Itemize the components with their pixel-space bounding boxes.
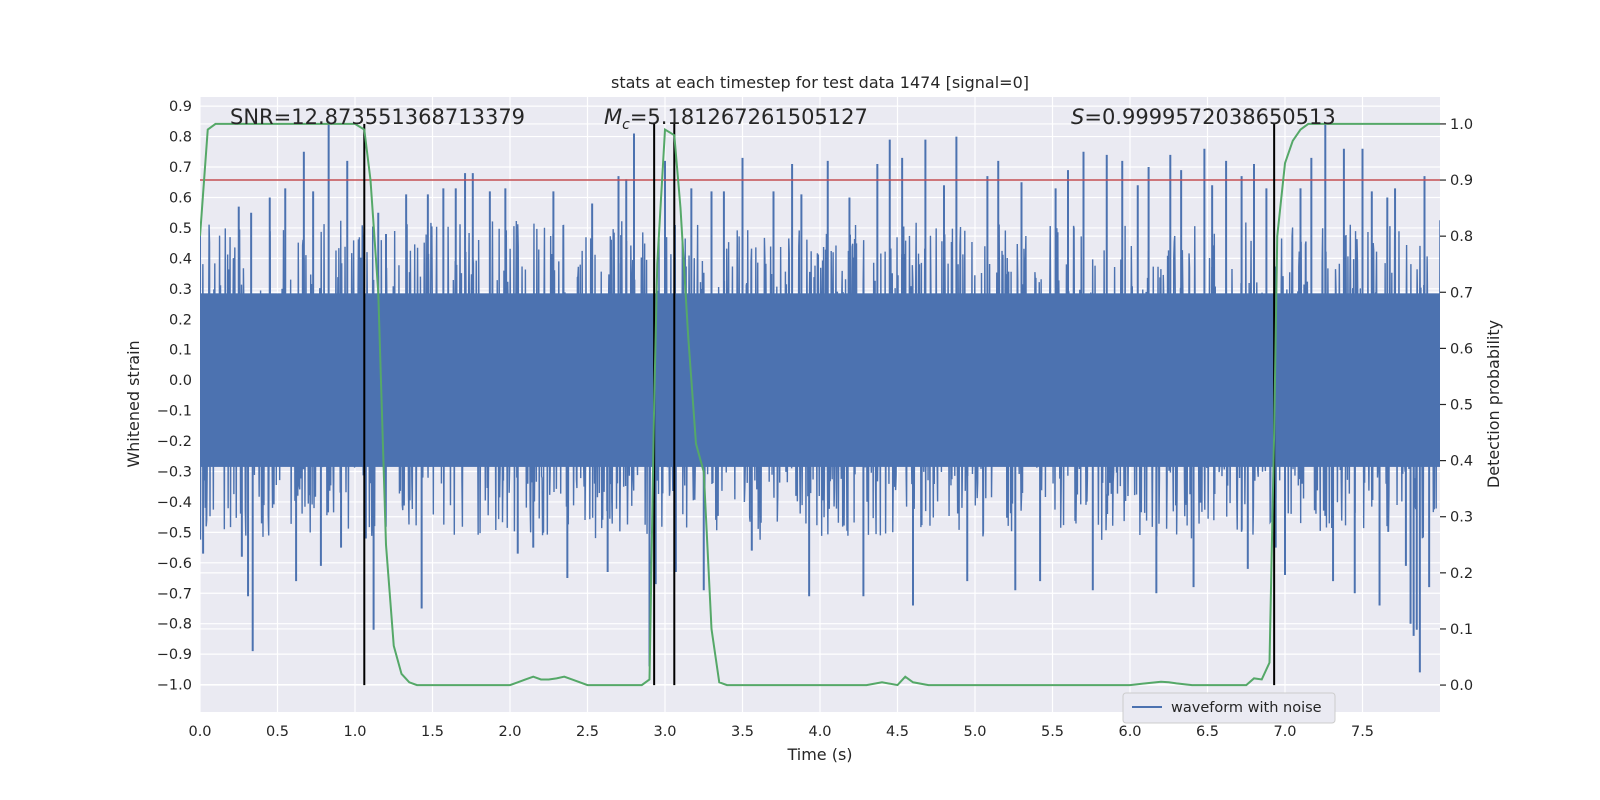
y-tick-label-right: 0.3 bbox=[1450, 510, 1473, 526]
y-tick-label-left: −0.8 bbox=[157, 617, 192, 633]
y-tick-label-left: −0.5 bbox=[157, 525, 192, 541]
y-tick-label-left: −0.6 bbox=[157, 556, 192, 572]
x-tick-label: 1.5 bbox=[421, 724, 444, 740]
snr-annotation: SNR=12.873551368713379 bbox=[230, 105, 525, 129]
y-tick-label-left: 0.5 bbox=[169, 221, 192, 237]
y-tick-label-left: −0.4 bbox=[157, 495, 192, 511]
legend: waveform with noise bbox=[1122, 692, 1336, 724]
y-tick-label-right: 0.7 bbox=[1450, 285, 1473, 301]
legend-label: waveform with noise bbox=[1171, 700, 1322, 716]
y-axis-label-right: Detection probability bbox=[1484, 320, 1503, 488]
x-tick-label: 3.0 bbox=[653, 724, 676, 740]
y-tick-label-left: −1.0 bbox=[157, 678, 192, 694]
y-tick-label-left: 0.9 bbox=[169, 99, 192, 115]
left-tick-labels: 0.9 0.8 0.7 0.6 0.5 0.4 0.3 0.2 0.1 0.0 −0.1 −0.2 −0… bbox=[157, 99, 192, 693]
y-tick-label-left: 0.3 bbox=[169, 282, 192, 298]
s-symbol: S bbox=[1071, 105, 1084, 129]
s-value: =0.9999572038650513 bbox=[1084, 105, 1335, 129]
waveform-series bbox=[200, 121, 1440, 673]
chart-title: stats at each timestep for test data 147… bbox=[611, 73, 1029, 92]
x-tick-label: 7.0 bbox=[1273, 724, 1296, 740]
y-tick-label-left: −0.3 bbox=[157, 464, 192, 480]
x-tick-labels: 0.0 0.5 1.0 1.5 2.0 2.5 3.0 3.5 4.0 4.5 5.0 5.5 6.0 6… bbox=[188, 724, 1374, 740]
chirp-mass-symbol: M bbox=[604, 105, 622, 129]
y-tick-label-right: 0.9 bbox=[1450, 173, 1473, 189]
y-tick-label-left: 0.6 bbox=[169, 190, 192, 206]
y-tick-label-right: 1.0 bbox=[1450, 117, 1473, 133]
detection-probability-line bbox=[200, 122, 1440, 687]
x-tick-label: 2.0 bbox=[498, 724, 521, 740]
y-tick-label-right: 0.6 bbox=[1450, 341, 1473, 357]
y-tick-label-left: 0.4 bbox=[169, 251, 192, 267]
x-tick-label: 5.0 bbox=[963, 724, 986, 740]
overlays bbox=[200, 122, 1440, 687]
y-tick-label-left: 0.2 bbox=[169, 312, 192, 328]
x-tick-label: 0.0 bbox=[188, 724, 211, 740]
x-tick-label: 5.5 bbox=[1041, 724, 1064, 740]
y-tick-label-right: 0.1 bbox=[1450, 622, 1473, 638]
x-tick-label: 0.5 bbox=[266, 724, 289, 740]
y-tick-label-right: 0.8 bbox=[1450, 229, 1473, 245]
y-tick-label-left: −0.9 bbox=[157, 647, 192, 663]
y-tick-label-left: −0.7 bbox=[157, 586, 192, 602]
x-tick-label: 7.5 bbox=[1351, 724, 1374, 740]
chirp-mass-value: =5.181267261505127 bbox=[630, 105, 868, 129]
y-tick-label-left: −0.1 bbox=[157, 404, 192, 420]
x-tick-label: 4.0 bbox=[808, 724, 831, 740]
chirp-mass-subscript: c bbox=[622, 117, 630, 133]
x-tick-label: 6.0 bbox=[1118, 724, 1141, 740]
legend-box bbox=[1122, 692, 1336, 724]
y-tick-label-right: 0.0 bbox=[1450, 678, 1473, 694]
waveform-dense-band bbox=[200, 293, 1440, 467]
y-tick-label-right: 0.4 bbox=[1450, 454, 1473, 470]
y-axis-label-left: Whitened strain bbox=[124, 340, 143, 467]
x-tick-label: 1.0 bbox=[343, 724, 366, 740]
x-axis-label: Time (s) bbox=[786, 745, 852, 764]
right-tick-labels: 1.0 0.9 0.8 0.7 0.6 0.5 0.4 0.3 0.2 0.1 0.0 bbox=[1440, 117, 1473, 694]
y-tick-label-left: 0.0 bbox=[169, 373, 192, 389]
y-tick-label-left: 0.8 bbox=[169, 130, 192, 146]
chirp-mass-annotation: Mc=5.181267261505127 bbox=[604, 105, 868, 133]
x-tick-label: 6.5 bbox=[1196, 724, 1219, 740]
x-tick-label: 2.5 bbox=[576, 724, 599, 740]
y-tick-label-left: 0.7 bbox=[169, 160, 192, 176]
y-tick-label-left: 0.1 bbox=[169, 343, 192, 359]
y-tick-label-right: 0.2 bbox=[1450, 566, 1473, 582]
x-tick-label: 3.5 bbox=[731, 724, 754, 740]
s-annotation: S=0.9999572038650513 bbox=[1071, 105, 1336, 129]
y-tick-label-right: 0.5 bbox=[1450, 398, 1473, 414]
x-tick-label: 4.5 bbox=[886, 724, 909, 740]
y-tick-label-left: −0.2 bbox=[157, 434, 192, 450]
